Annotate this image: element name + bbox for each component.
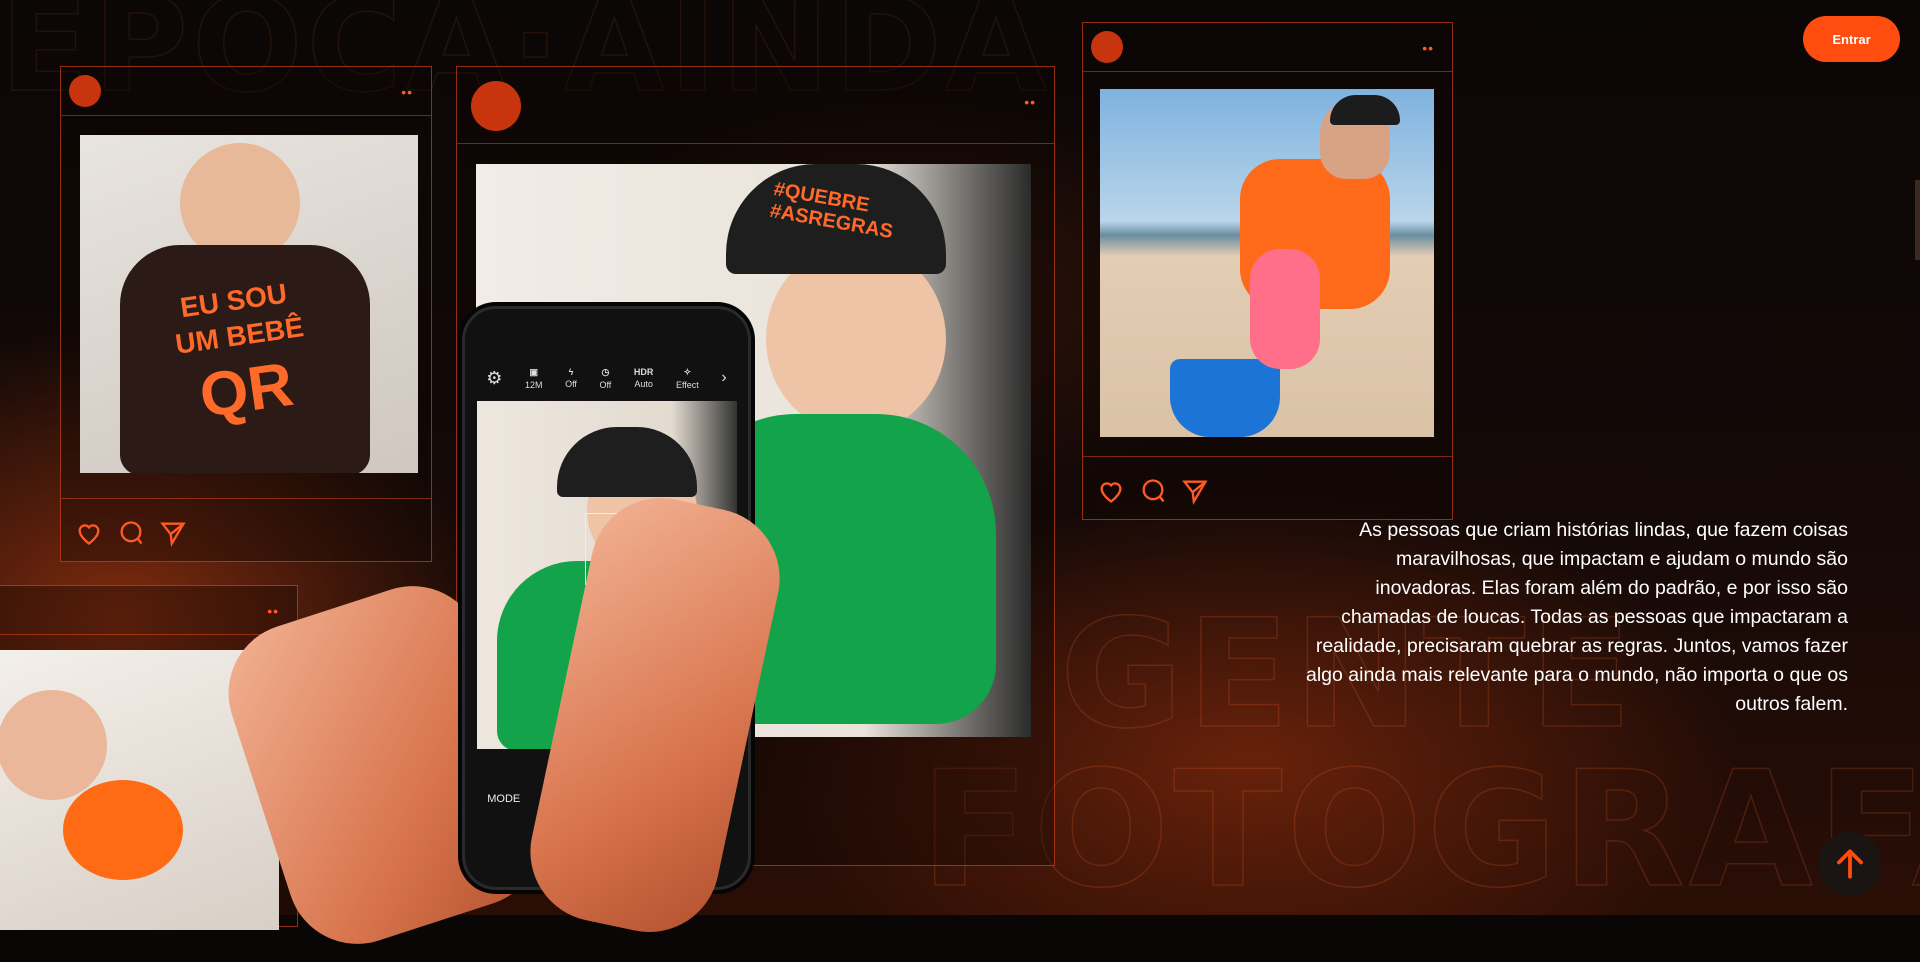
heart-icon[interactable] xyxy=(1097,477,1125,505)
cap: #QUEBRE #ASREGRAS xyxy=(726,164,946,274)
cap-text: #QUEBRE #ASREGRAS xyxy=(768,178,895,244)
background-word-top: EPOCA·AINDA xyxy=(0,0,1051,121)
hdr-setting[interactable]: HDR Auto xyxy=(633,367,654,389)
baby-photo: EU SOU UM BEBÊ QR xyxy=(80,135,418,473)
arrow-up-icon xyxy=(1837,849,1863,879)
post-header: •• xyxy=(1083,23,1452,72)
preview-cap xyxy=(557,427,697,497)
baby-head xyxy=(180,143,300,263)
post-card-baby: •• EU SOU UM BEBÊ QR xyxy=(60,66,432,562)
more-icon[interactable]: •• xyxy=(401,84,413,100)
enter-button[interactable]: Entrar xyxy=(1803,16,1900,62)
blue-bucket xyxy=(1170,359,1280,437)
post-footer xyxy=(1083,456,1452,519)
post-footer xyxy=(61,498,431,561)
scroll-top-button[interactable] xyxy=(1818,832,1882,896)
post-header: •• xyxy=(457,67,1054,144)
more-icon[interactable]: •• xyxy=(1024,94,1036,110)
description-text: As pessoas que criam histórias lindas, q… xyxy=(1305,518,1848,715)
effect-setting[interactable]: ✧ Effect xyxy=(675,366,699,390)
comment-icon[interactable] xyxy=(117,519,145,547)
orange-toy xyxy=(63,780,183,880)
post-header: •• xyxy=(61,67,431,116)
chevron-right-icon[interactable]: › xyxy=(721,369,727,386)
resolution-setting[interactable]: ▣ 12M xyxy=(524,366,543,390)
shirt-text-3: QR xyxy=(195,349,298,432)
dad-cap xyxy=(1330,95,1400,125)
send-icon[interactable] xyxy=(159,519,187,547)
background-word-fotografa: FOTOGRAFA xyxy=(919,736,1920,923)
heart-icon[interactable] xyxy=(75,519,103,547)
avatar xyxy=(471,81,521,131)
kid-face xyxy=(766,244,946,434)
girl-face xyxy=(0,690,107,800)
girl xyxy=(1250,249,1320,369)
gear-icon[interactable]: ⚙ xyxy=(486,367,503,388)
timer-setting[interactable]: ◷ Off xyxy=(599,366,612,390)
post-header: •• xyxy=(0,586,297,635)
avatar xyxy=(1091,31,1123,63)
more-icon[interactable]: •• xyxy=(1422,40,1434,56)
background-word-gente: GENTE xyxy=(1059,588,1636,762)
flash-setting[interactable]: ϟ Off xyxy=(565,367,577,389)
beach-photo xyxy=(1100,89,1434,437)
avatar xyxy=(69,75,101,107)
comment-icon[interactable] xyxy=(1139,477,1167,505)
send-icon[interactable] xyxy=(1181,477,1209,505)
camera-settings-bar: ⚙ ▣ 12M ϟ Off ◷ Off HDR Auto ✧ Effect › xyxy=(475,353,738,403)
baby-shirt: EU SOU UM BEBÊ QR xyxy=(120,245,370,473)
scrollbar[interactable] xyxy=(1915,180,1920,260)
more-icon[interactable]: •• xyxy=(267,603,279,619)
mode-button[interactable]: MODE xyxy=(487,793,521,805)
post-card-beach: •• xyxy=(1082,22,1453,520)
